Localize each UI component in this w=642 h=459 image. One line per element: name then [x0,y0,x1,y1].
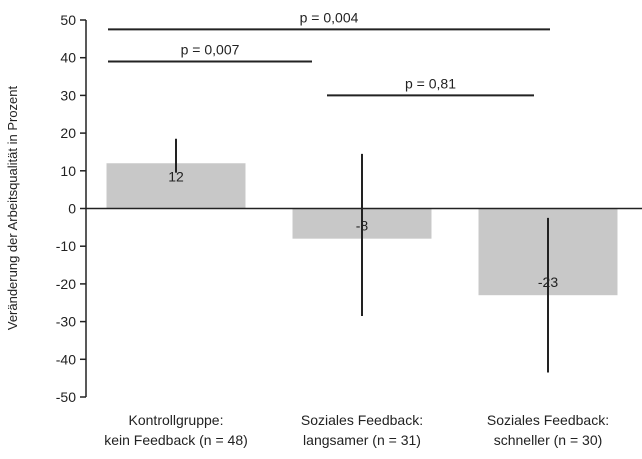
data-label: 12 [168,168,184,184]
y-tick-label: -20 [56,276,76,292]
y-tick-label: 40 [60,50,76,66]
y-tick-label: -30 [56,314,76,330]
category-labels: Kontrollgruppe: kein Feedback (n = 48) Soz… [104,412,609,448]
p-value-label: p = 0,007 [181,41,240,57]
category-label: Soziales Feedback: [487,412,609,428]
p-value-label: p = 0,81 [405,75,456,91]
category-label: schneller (n = 30) [494,432,603,448]
category-label: langsamer (n = 31) [303,432,421,448]
data-label: -23 [538,274,558,290]
data-label: -8 [356,218,369,234]
category-label: Kontrollgruppe: [129,412,224,428]
y-tick-label: -50 [56,389,76,405]
y-tick-label: 0 [68,201,76,217]
y-tick-label: 30 [60,87,76,103]
bars: 12 -8 -23 [86,138,642,373]
y-axis: 50 40 30 20 10 0 -10 -20 -30 -40 -50 [56,12,87,405]
y-tick-label: -40 [56,351,76,367]
significance-brackets: p = 0,004 p = 0,007 p = 0,81 [108,9,550,97]
p-value-label: p = 0,004 [300,9,359,25]
category-label: Soziales Feedback: [301,412,423,428]
y-tick-label: 50 [60,12,76,28]
y-axis-title: Veränderung der Arbeitsqualität in Proze… [5,85,20,330]
y-tick-label: 20 [60,125,76,141]
y-tick-label: -10 [56,238,76,254]
category-label: kein Feedback (n = 48) [104,432,248,448]
y-tick-label: 10 [60,163,76,179]
